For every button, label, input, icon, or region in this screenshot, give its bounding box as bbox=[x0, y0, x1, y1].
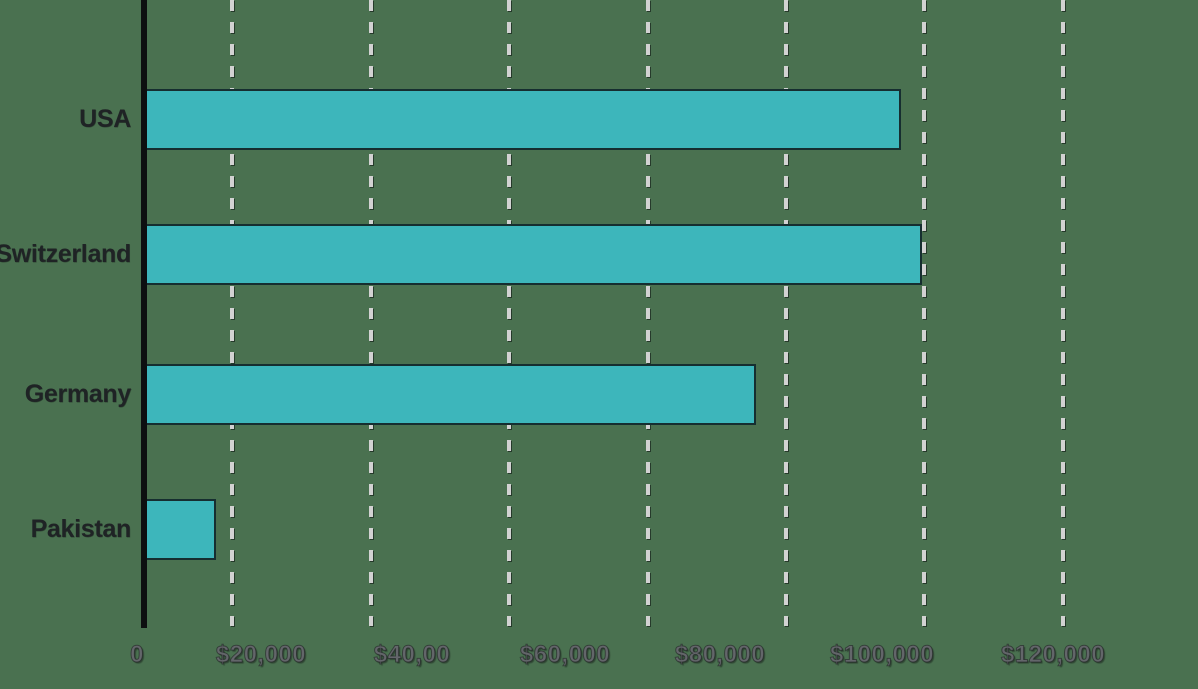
bar-usa bbox=[147, 89, 901, 150]
bar-switzerland bbox=[147, 224, 922, 285]
x-tick-label-3: $60,000 bbox=[519, 641, 611, 669]
y-axis-line bbox=[141, 0, 147, 628]
bar-germany bbox=[147, 364, 756, 425]
x-tick-label-2: $40,00 bbox=[373, 641, 451, 669]
gridline bbox=[507, 0, 511, 626]
x-tick-label-1: $20,000 bbox=[215, 641, 307, 669]
x-tick-label-5: $100,000 bbox=[829, 641, 935, 669]
category-label-germany: Germany bbox=[24, 380, 132, 408]
gridline bbox=[1061, 0, 1065, 626]
category-label-usa: USA bbox=[79, 105, 131, 133]
gridline bbox=[784, 0, 788, 626]
gridline bbox=[646, 0, 650, 626]
x-tick-label-0: 0 bbox=[130, 641, 144, 669]
x-tick-label-6: $120,000 bbox=[1000, 641, 1106, 669]
gridline bbox=[369, 0, 373, 626]
category-label-pakistan: Pakistan bbox=[30, 515, 132, 543]
x-tick-label-4: $80,000 bbox=[674, 641, 766, 669]
gridline bbox=[922, 0, 926, 626]
gridline bbox=[230, 0, 234, 626]
category-label-switzerland: Switzerland bbox=[0, 240, 131, 268]
bar-pakistan bbox=[147, 499, 216, 560]
